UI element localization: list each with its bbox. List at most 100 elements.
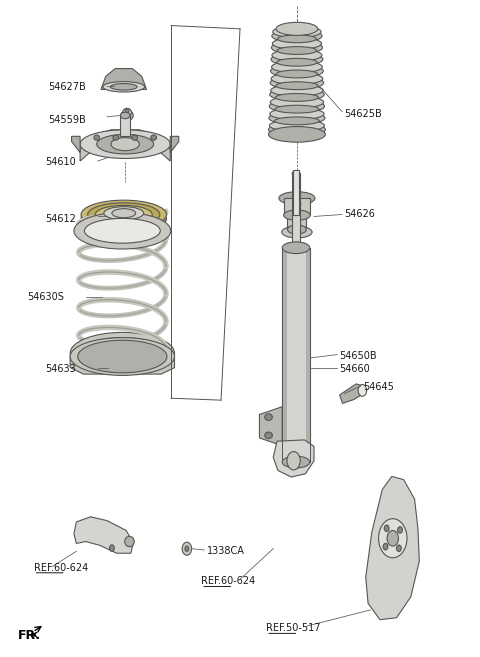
Ellipse shape	[271, 73, 323, 85]
Ellipse shape	[275, 105, 319, 113]
Ellipse shape	[272, 49, 322, 61]
Ellipse shape	[125, 109, 129, 113]
Ellipse shape	[269, 112, 325, 124]
Ellipse shape	[81, 200, 167, 229]
Ellipse shape	[81, 203, 167, 234]
Text: 54630S: 54630S	[27, 292, 64, 302]
Ellipse shape	[70, 338, 175, 375]
Ellipse shape	[268, 123, 325, 136]
Text: 54645: 54645	[363, 382, 394, 392]
Polygon shape	[31, 632, 37, 637]
Ellipse shape	[273, 26, 321, 37]
Text: 54633: 54633	[46, 364, 76, 374]
Ellipse shape	[110, 83, 137, 90]
Ellipse shape	[284, 210, 310, 220]
Ellipse shape	[292, 171, 300, 176]
Ellipse shape	[112, 209, 136, 217]
Text: 54625B: 54625B	[344, 108, 382, 118]
Ellipse shape	[287, 451, 300, 470]
Ellipse shape	[276, 58, 317, 66]
Ellipse shape	[396, 545, 401, 551]
Ellipse shape	[270, 88, 324, 101]
Polygon shape	[70, 357, 175, 374]
Text: 54627B: 54627B	[48, 83, 86, 93]
Ellipse shape	[270, 97, 324, 108]
Ellipse shape	[271, 41, 323, 54]
Ellipse shape	[80, 130, 170, 158]
Bar	[282, 248, 310, 462]
Ellipse shape	[276, 22, 318, 35]
Polygon shape	[273, 440, 314, 477]
Ellipse shape	[387, 530, 398, 546]
Ellipse shape	[182, 542, 192, 555]
Polygon shape	[260, 407, 282, 445]
Ellipse shape	[88, 203, 160, 226]
Ellipse shape	[275, 117, 319, 125]
Polygon shape	[366, 476, 420, 620]
Ellipse shape	[293, 198, 301, 209]
Ellipse shape	[113, 135, 119, 140]
Ellipse shape	[84, 218, 160, 243]
Polygon shape	[340, 384, 364, 403]
Ellipse shape	[272, 61, 323, 73]
Text: REF.60-624: REF.60-624	[34, 562, 88, 573]
Text: 54626: 54626	[344, 210, 375, 219]
Text: REF.60-624: REF.60-624	[201, 576, 255, 586]
Polygon shape	[80, 130, 170, 161]
Ellipse shape	[288, 225, 306, 234]
Ellipse shape	[379, 519, 407, 558]
Ellipse shape	[276, 70, 318, 78]
Ellipse shape	[78, 338, 167, 369]
Text: 1338CA: 1338CA	[207, 546, 245, 556]
Ellipse shape	[74, 213, 171, 249]
Polygon shape	[284, 198, 310, 215]
Ellipse shape	[96, 135, 154, 154]
Ellipse shape	[282, 242, 310, 254]
Bar	[282, 248, 287, 462]
Ellipse shape	[272, 30, 322, 43]
Bar	[292, 173, 300, 248]
Ellipse shape	[384, 525, 389, 532]
Text: 54612: 54612	[46, 214, 76, 224]
Ellipse shape	[94, 135, 99, 140]
Ellipse shape	[111, 137, 139, 150]
Ellipse shape	[185, 546, 189, 551]
Ellipse shape	[279, 192, 315, 205]
Polygon shape	[72, 136, 80, 152]
Polygon shape	[101, 68, 146, 89]
Ellipse shape	[271, 85, 323, 97]
Text: FR.: FR.	[18, 629, 41, 643]
Ellipse shape	[125, 536, 134, 547]
Text: REF.50-517: REF.50-517	[266, 623, 321, 633]
Ellipse shape	[269, 100, 324, 113]
Ellipse shape	[271, 53, 323, 66]
Ellipse shape	[282, 456, 310, 468]
Ellipse shape	[274, 129, 320, 137]
Ellipse shape	[276, 93, 318, 101]
Ellipse shape	[121, 110, 133, 121]
Bar	[306, 248, 310, 462]
Ellipse shape	[132, 135, 137, 140]
Ellipse shape	[78, 340, 167, 373]
Bar	[282, 248, 310, 462]
Ellipse shape	[70, 332, 175, 374]
Text: 54650B: 54650B	[340, 351, 377, 361]
Ellipse shape	[265, 432, 272, 439]
Ellipse shape	[358, 384, 367, 396]
Ellipse shape	[397, 527, 402, 533]
Text: 54660: 54660	[340, 364, 371, 374]
Ellipse shape	[109, 545, 114, 551]
Bar	[120, 116, 130, 136]
Ellipse shape	[276, 82, 318, 89]
Ellipse shape	[96, 206, 152, 223]
Bar	[293, 170, 299, 215]
Text: 54610: 54610	[46, 158, 76, 168]
Ellipse shape	[123, 108, 132, 116]
Ellipse shape	[269, 120, 324, 131]
Ellipse shape	[277, 35, 316, 43]
Ellipse shape	[104, 207, 144, 219]
Ellipse shape	[271, 64, 324, 78]
Polygon shape	[170, 136, 179, 152]
Ellipse shape	[268, 127, 325, 142]
Ellipse shape	[277, 47, 317, 55]
